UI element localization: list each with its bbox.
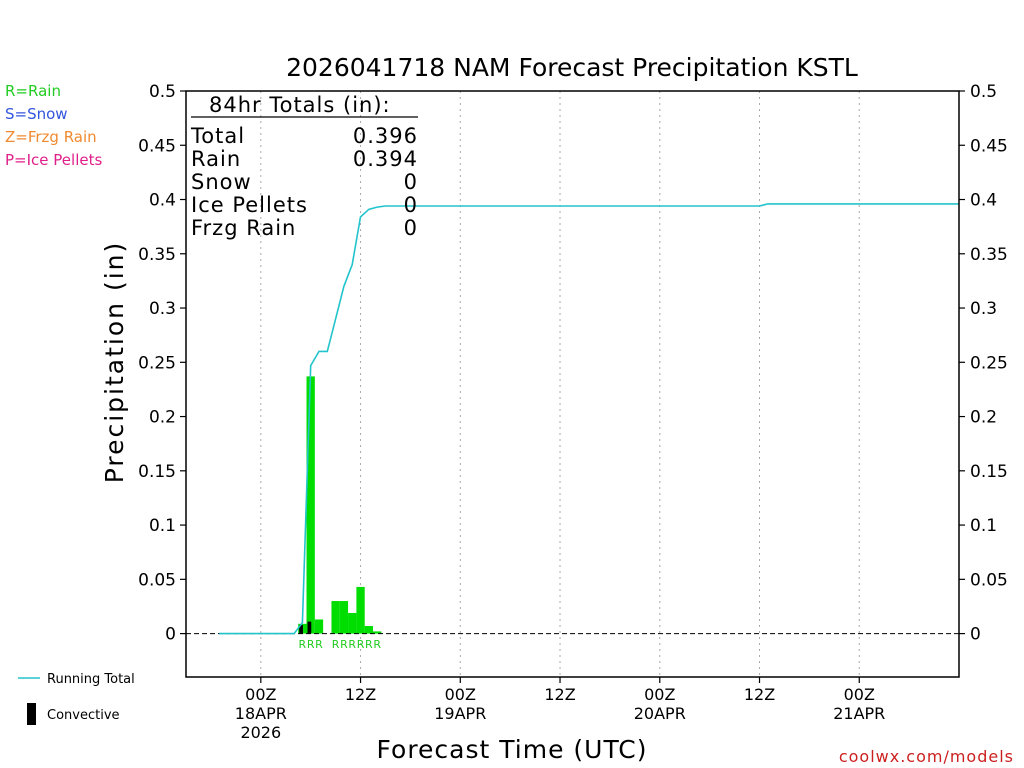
x-tick-label: 12Z: [345, 685, 376, 704]
y-tick-label: 0.1: [149, 516, 176, 536]
convective-bar: [307, 621, 312, 634]
y-tick-label: 0.05: [138, 570, 176, 590]
totals-row-label: Snow: [191, 170, 252, 194]
totals-row-label: Rain: [191, 147, 241, 171]
totals-row-value: 0: [404, 170, 418, 194]
totals-row-value: 0.396: [353, 124, 418, 148]
ptype-label: R: [365, 638, 373, 651]
y-tick-label: 0: [165, 625, 176, 645]
precip-bar: [364, 625, 374, 634]
y-tick-label: 0.15: [138, 462, 176, 482]
totals-row-value: 0.394: [353, 147, 418, 171]
convective-bar: [299, 624, 303, 634]
convective-legend-swatch: [27, 703, 36, 725]
x-tick-label: 00Z: [644, 685, 675, 704]
y-tick-label-right: 0.2: [970, 408, 997, 428]
ptype-legend-entry: R=Rain: [5, 82, 61, 100]
series-legend-label: Running Total: [47, 672, 135, 687]
series-legend: Running Total Convective: [18, 672, 135, 725]
y-tick-label-right: 0.05: [970, 570, 1008, 590]
x-tick-label: 00Z: [245, 685, 276, 704]
ptype-legend-entry: P=Ice Pellets: [5, 151, 102, 169]
y-tick-label: 0.3: [149, 299, 176, 319]
x-axis-label: Forecast Time (UTC): [377, 735, 648, 764]
ptype-legend-entry: S=Snow: [5, 105, 68, 123]
precip-bar: [339, 601, 349, 634]
totals-row-label: Total: [190, 124, 245, 148]
y-tick-label-right: 0: [970, 625, 981, 645]
ptype-label: R: [373, 638, 381, 651]
y-tick-label: 0.4: [149, 191, 176, 211]
y-tick-label: 0.25: [138, 353, 176, 373]
x-tick-date: 20APR: [634, 704, 686, 723]
running-total-line: [219, 203, 959, 635]
totals-row-value: 0: [404, 216, 418, 240]
totals-header: 84hr Totals (in):: [209, 93, 391, 117]
credit-text: coolwx.com/models: [839, 747, 1014, 766]
y-axis-label: Precipitation (in): [100, 241, 129, 484]
ptype-legend: R=Rain S=Snow Z=Frzg Rain P=Ice Pellets: [5, 82, 102, 169]
precip-bar: [331, 601, 340, 634]
chart-title: 2026041718 NAM Forecast Precipitation KS…: [286, 53, 858, 82]
ptype-label: R: [332, 638, 340, 651]
y-tick-label-right: 0.1: [970, 516, 997, 536]
y-tick-label-right: 0.5: [970, 82, 997, 102]
y-tick-label: 0.45: [138, 136, 176, 156]
x-tick-date: 18APR: [235, 704, 287, 723]
y-tick-label-right: 0.25: [970, 353, 1008, 373]
series-legend-label: Convective: [47, 708, 120, 723]
y-tick-label: 0.35: [138, 245, 176, 265]
y-tick-label: 0.5: [149, 82, 176, 102]
x-tick-date: 21APR: [833, 704, 885, 723]
totals-rows: Total 0.396 Rain 0.394 Snow 0 Ice Pellets 0 Frzg…: [190, 124, 418, 240]
y-tick-label-right: 0.45: [970, 136, 1008, 156]
ptype-legend-entry: Z=Frzg Rain: [5, 128, 97, 146]
totals-row-label: Frzg Rain: [191, 216, 296, 240]
precip-bar: [314, 619, 324, 634]
x-tick-label: 00Z: [844, 685, 875, 704]
totals-row-label: Ice Pellets: [191, 193, 308, 217]
x-tick-year: 2026: [240, 723, 281, 742]
grid-lines: [260, 91, 860, 677]
ptype-label: R: [299, 638, 307, 651]
ptype-label: R: [307, 638, 315, 651]
x-tick-label: 12Z: [744, 685, 775, 704]
precip-bar: [306, 376, 315, 634]
y-tick-label-right: 0.3: [970, 299, 997, 319]
precip-bar: [356, 586, 365, 634]
y-axis-right: 0 0.05 0.1 0.15 0.2 0.25 0.3 0.35 0.4 0.45 0.5: [959, 82, 1008, 645]
ptype-label: R: [348, 638, 356, 651]
ptype-label: R: [340, 638, 348, 651]
y-tick-label-right: 0.35: [970, 245, 1008, 265]
y-tick-label-right: 0.4: [970, 191, 997, 211]
precip-bar: [373, 631, 382, 634]
plot-frame: [185, 90, 960, 678]
x-tick-label: 12Z: [544, 685, 575, 704]
y-tick-label-right: 0.15: [970, 462, 1008, 482]
precip-bar: [348, 612, 357, 634]
totals-row-value: 0: [404, 193, 418, 217]
precip-bars: [298, 376, 382, 634]
ptype-label: R: [357, 638, 365, 651]
y-axis-left: 0 0.05 0.1 0.15 0.2 0.25 0.3 0.35 0.4 0.45 0.5: [138, 82, 186, 645]
x-tick-label: 00Z: [445, 685, 476, 704]
x-tick-date: 19APR: [434, 704, 486, 723]
y-tick-label: 0.2: [149, 408, 176, 428]
totals-box: 84hr Totals (in): Total 0.396 Rain 0.394 Sno…: [190, 93, 418, 240]
ptype-label: R: [315, 638, 323, 651]
